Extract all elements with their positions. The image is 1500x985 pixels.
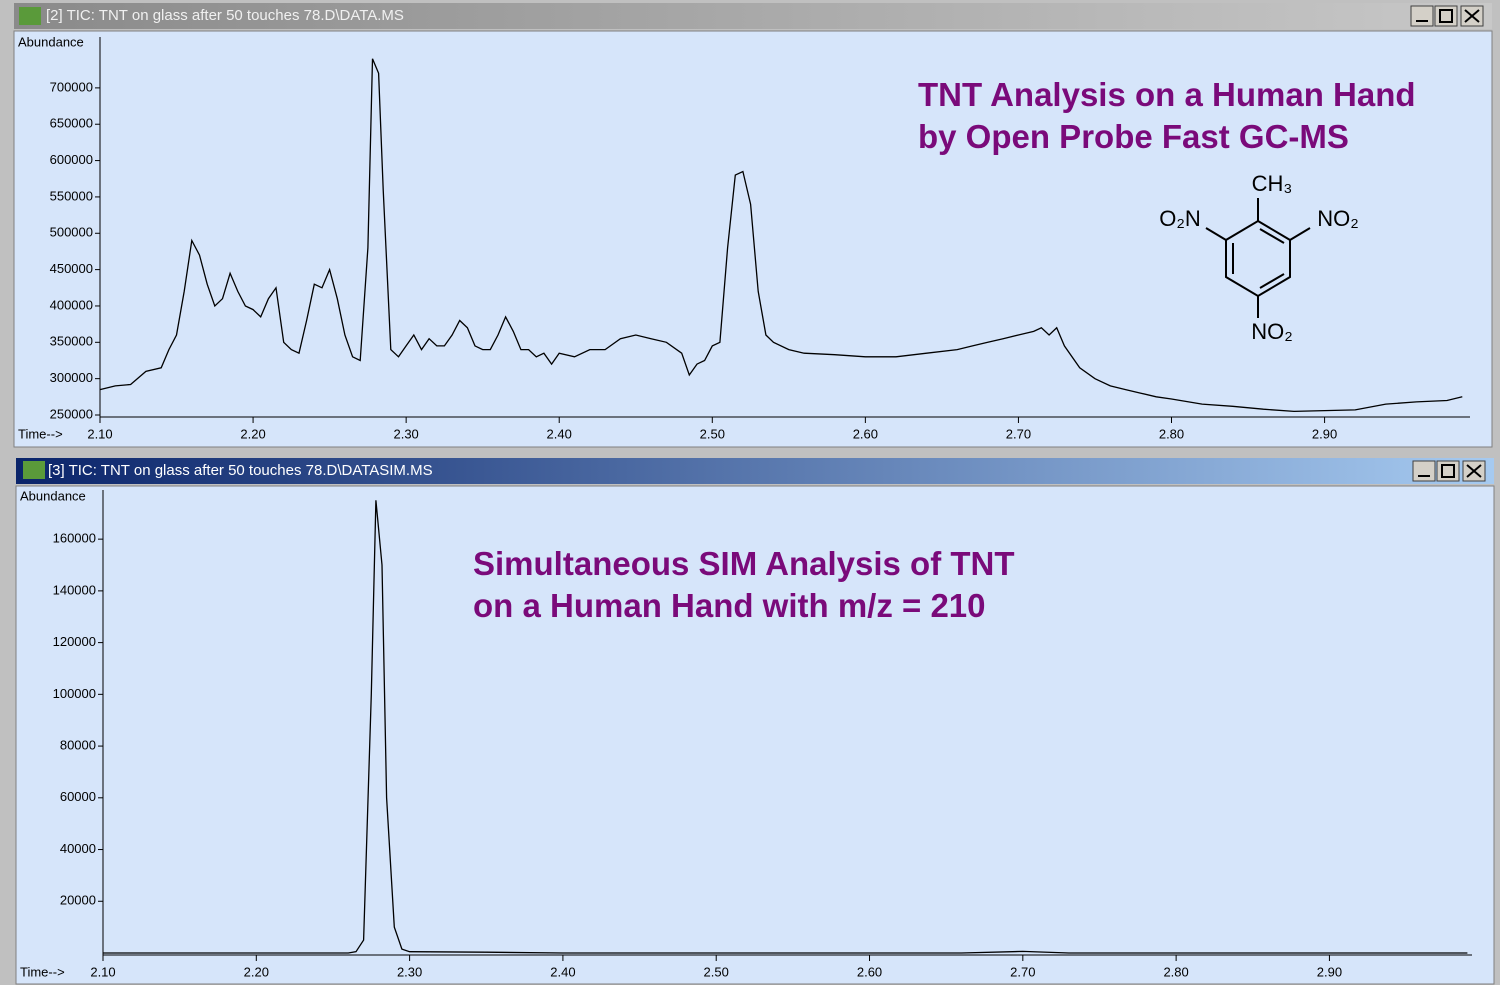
tnt-structure <box>1205 198 1311 318</box>
y-tick-label: 550000 <box>50 188 93 203</box>
x-tick-label: 2.80 <box>1163 964 1188 979</box>
x-tick-label: 2.30 <box>397 964 422 979</box>
y-tick-label: 450000 <box>50 261 93 276</box>
y-tick-label: 40000 <box>60 841 96 856</box>
chromatogram-line <box>103 500 1468 954</box>
chromatogram-line <box>99 58 1463 413</box>
window-icon <box>19 7 45 479</box>
x-tick-label: 2.40 <box>547 426 572 441</box>
structure-label: NO₂ <box>1251 319 1293 344</box>
x-tick-label: 2.90 <box>1312 426 1337 441</box>
window-title: [3] TIC: TNT on glass after 50 touches 7… <box>48 462 433 479</box>
y-tick-label: 350000 <box>50 334 93 349</box>
y-tick-label: 700000 <box>50 79 93 94</box>
x-tick-label: 2.20 <box>240 426 265 441</box>
y-tick-label: 160000 <box>53 531 96 546</box>
y-tick-label: 600000 <box>50 152 93 167</box>
x-tick-label: 2.80 <box>1159 426 1184 441</box>
y-tick-label: 300000 <box>50 370 93 385</box>
y-tick-label: 140000 <box>53 582 96 597</box>
x-axis-label: Time--> <box>20 964 65 979</box>
x-tick-label: 2.70 <box>1010 964 1035 979</box>
annotation: on a Human Hand with m/z = 210 <box>473 587 986 624</box>
x-tick-label: 2.90 <box>1317 964 1342 979</box>
x-tick-label: 2.60 <box>853 426 878 441</box>
y-axis-label: Abundance <box>20 488 86 503</box>
y-tick-label: 20000 <box>60 893 96 908</box>
y-tick-label: 100000 <box>53 686 96 701</box>
x-tick-label: 2.30 <box>393 426 418 441</box>
y-tick-label: 60000 <box>60 789 96 804</box>
structure-label: NO₂ <box>1317 206 1359 231</box>
y-tick-label: 500000 <box>50 225 93 240</box>
title-bar[interactable] <box>16 458 1494 484</box>
plot-area <box>15 485 1495 985</box>
x-tick-label: 2.10 <box>90 964 115 979</box>
window-title: [2] TIC: TNT on glass after 50 touches 7… <box>46 7 404 24</box>
y-tick-label: 400000 <box>50 297 93 312</box>
x-tick-label: 2.70 <box>1006 426 1031 441</box>
x-tick-label: 2.50 <box>704 964 729 979</box>
x-axis-label: Time--> <box>18 426 63 441</box>
y-tick-label: 80000 <box>60 738 96 753</box>
structure-label: CH₃ <box>1252 171 1293 196</box>
annotation: Simultaneous SIM Analysis of TNT <box>473 545 1015 582</box>
annotation: TNT Analysis on a Human Hand <box>918 76 1416 113</box>
x-tick-label: 2.50 <box>700 426 725 441</box>
structure-label: O₂N <box>1159 206 1201 231</box>
y-tick-label: 250000 <box>50 406 93 421</box>
x-tick-label: 2.20 <box>244 964 269 979</box>
y-tick-label: 120000 <box>53 634 96 649</box>
y-axis-label: Abundance <box>18 34 84 49</box>
x-tick-label: 2.60 <box>857 964 882 979</box>
y-tick-label: 650000 <box>50 116 93 131</box>
title-bar[interactable] <box>14 3 1492 29</box>
x-tick-label: 2.40 <box>550 964 575 979</box>
annotation: by Open Probe Fast GC-MS <box>918 118 1349 155</box>
window-buttons[interactable] <box>1410 5 1486 482</box>
x-tick-label: 2.10 <box>87 426 112 441</box>
